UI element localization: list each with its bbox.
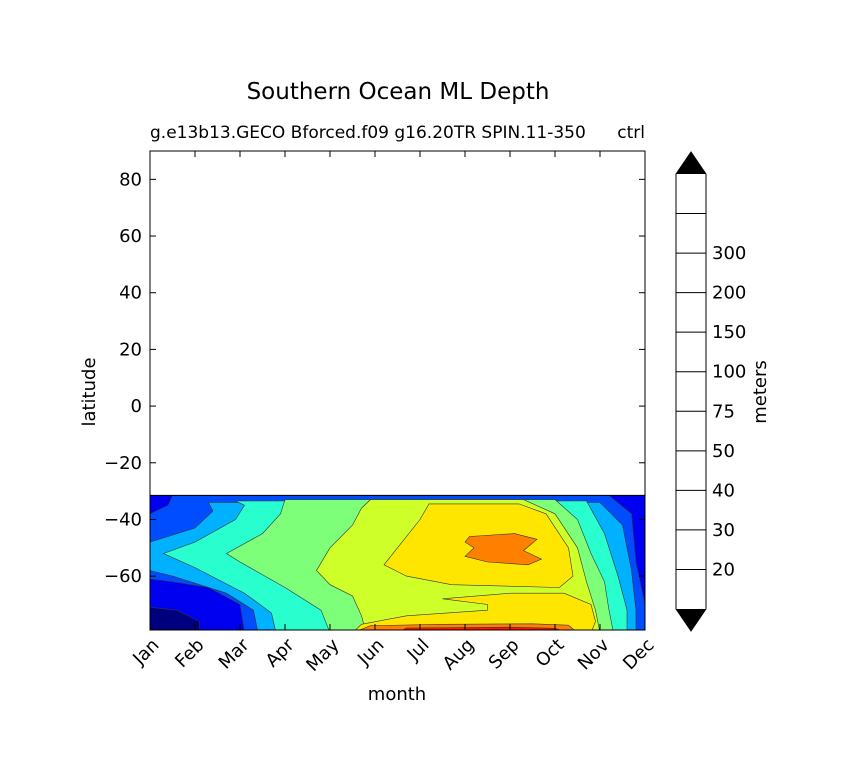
x-tick-label: Nov (574, 634, 614, 674)
x-tick-label: Mar (215, 634, 254, 673)
y-axis-label: latitude (79, 357, 100, 426)
colorbar-tick-label: 50 (712, 441, 735, 462)
y-tick-label: 60 (119, 226, 142, 247)
contour-band-level-9 (402, 626, 562, 630)
colorbar-tick-label: 100 (712, 362, 746, 383)
x-tick-label: Jan (128, 635, 163, 670)
x-tick-label: Apr (262, 634, 299, 671)
y-tick-label: 40 (119, 283, 142, 304)
x-axis-label: month (368, 684, 426, 705)
x-tick-label: Jul (403, 635, 434, 666)
x-tick-label: Dec (619, 635, 658, 674)
contour-band-level-8 (464, 533, 543, 566)
plot-frame (149, 150, 646, 631)
colorbar-under-arrow (676, 609, 706, 631)
colorbar-label: meters (750, 360, 771, 424)
colorbar-outline (675, 151, 707, 632)
colorbar-tick-label: 150 (712, 322, 746, 343)
contour-band-level-0 (150, 606, 200, 630)
y-tick-label: −20 (104, 453, 142, 474)
colorbar-tick-label: 30 (712, 520, 735, 541)
colorbar-over-arrow (676, 152, 706, 174)
colorbar-tick-label: 40 (712, 480, 735, 501)
chart-title: Southern Ocean ML Depth (247, 79, 550, 105)
contour-band-level-7 (355, 592, 596, 630)
y-tick-label: −60 (104, 566, 142, 587)
y-tick-label: −40 (104, 509, 142, 530)
x-tick-label: Aug (439, 635, 479, 675)
y-tick-label: 0 (131, 396, 142, 417)
x-tick-label: Feb (171, 635, 208, 672)
colorbar-tick-label: 75 (712, 401, 735, 422)
colorbar: 20 30 40 50 75 100 150 200 300 (675, 151, 746, 632)
x-tick-label: May (302, 634, 343, 675)
x-tick-label: Oct (532, 635, 569, 672)
contour-field (150, 494, 645, 630)
colorbar-tick-label: 200 (712, 283, 746, 304)
chart-subtitle-right: ctrl (617, 123, 645, 143)
y-tick-label: 20 (119, 339, 142, 360)
y-tick-label: 80 (119, 169, 142, 190)
colorbar-tick-label: 300 (712, 243, 746, 264)
y-axis: 80 60 40 20 0 −20 −40 −60 (104, 169, 645, 587)
x-tick-label: Jun (353, 635, 388, 670)
x-tick-label: Sep (485, 635, 524, 674)
colorbar-tick-label: 20 (712, 559, 735, 580)
chart-subtitle-left: g.e13b13.GECO Bforced.f09 g16.20TR SPIN.… (150, 123, 586, 143)
